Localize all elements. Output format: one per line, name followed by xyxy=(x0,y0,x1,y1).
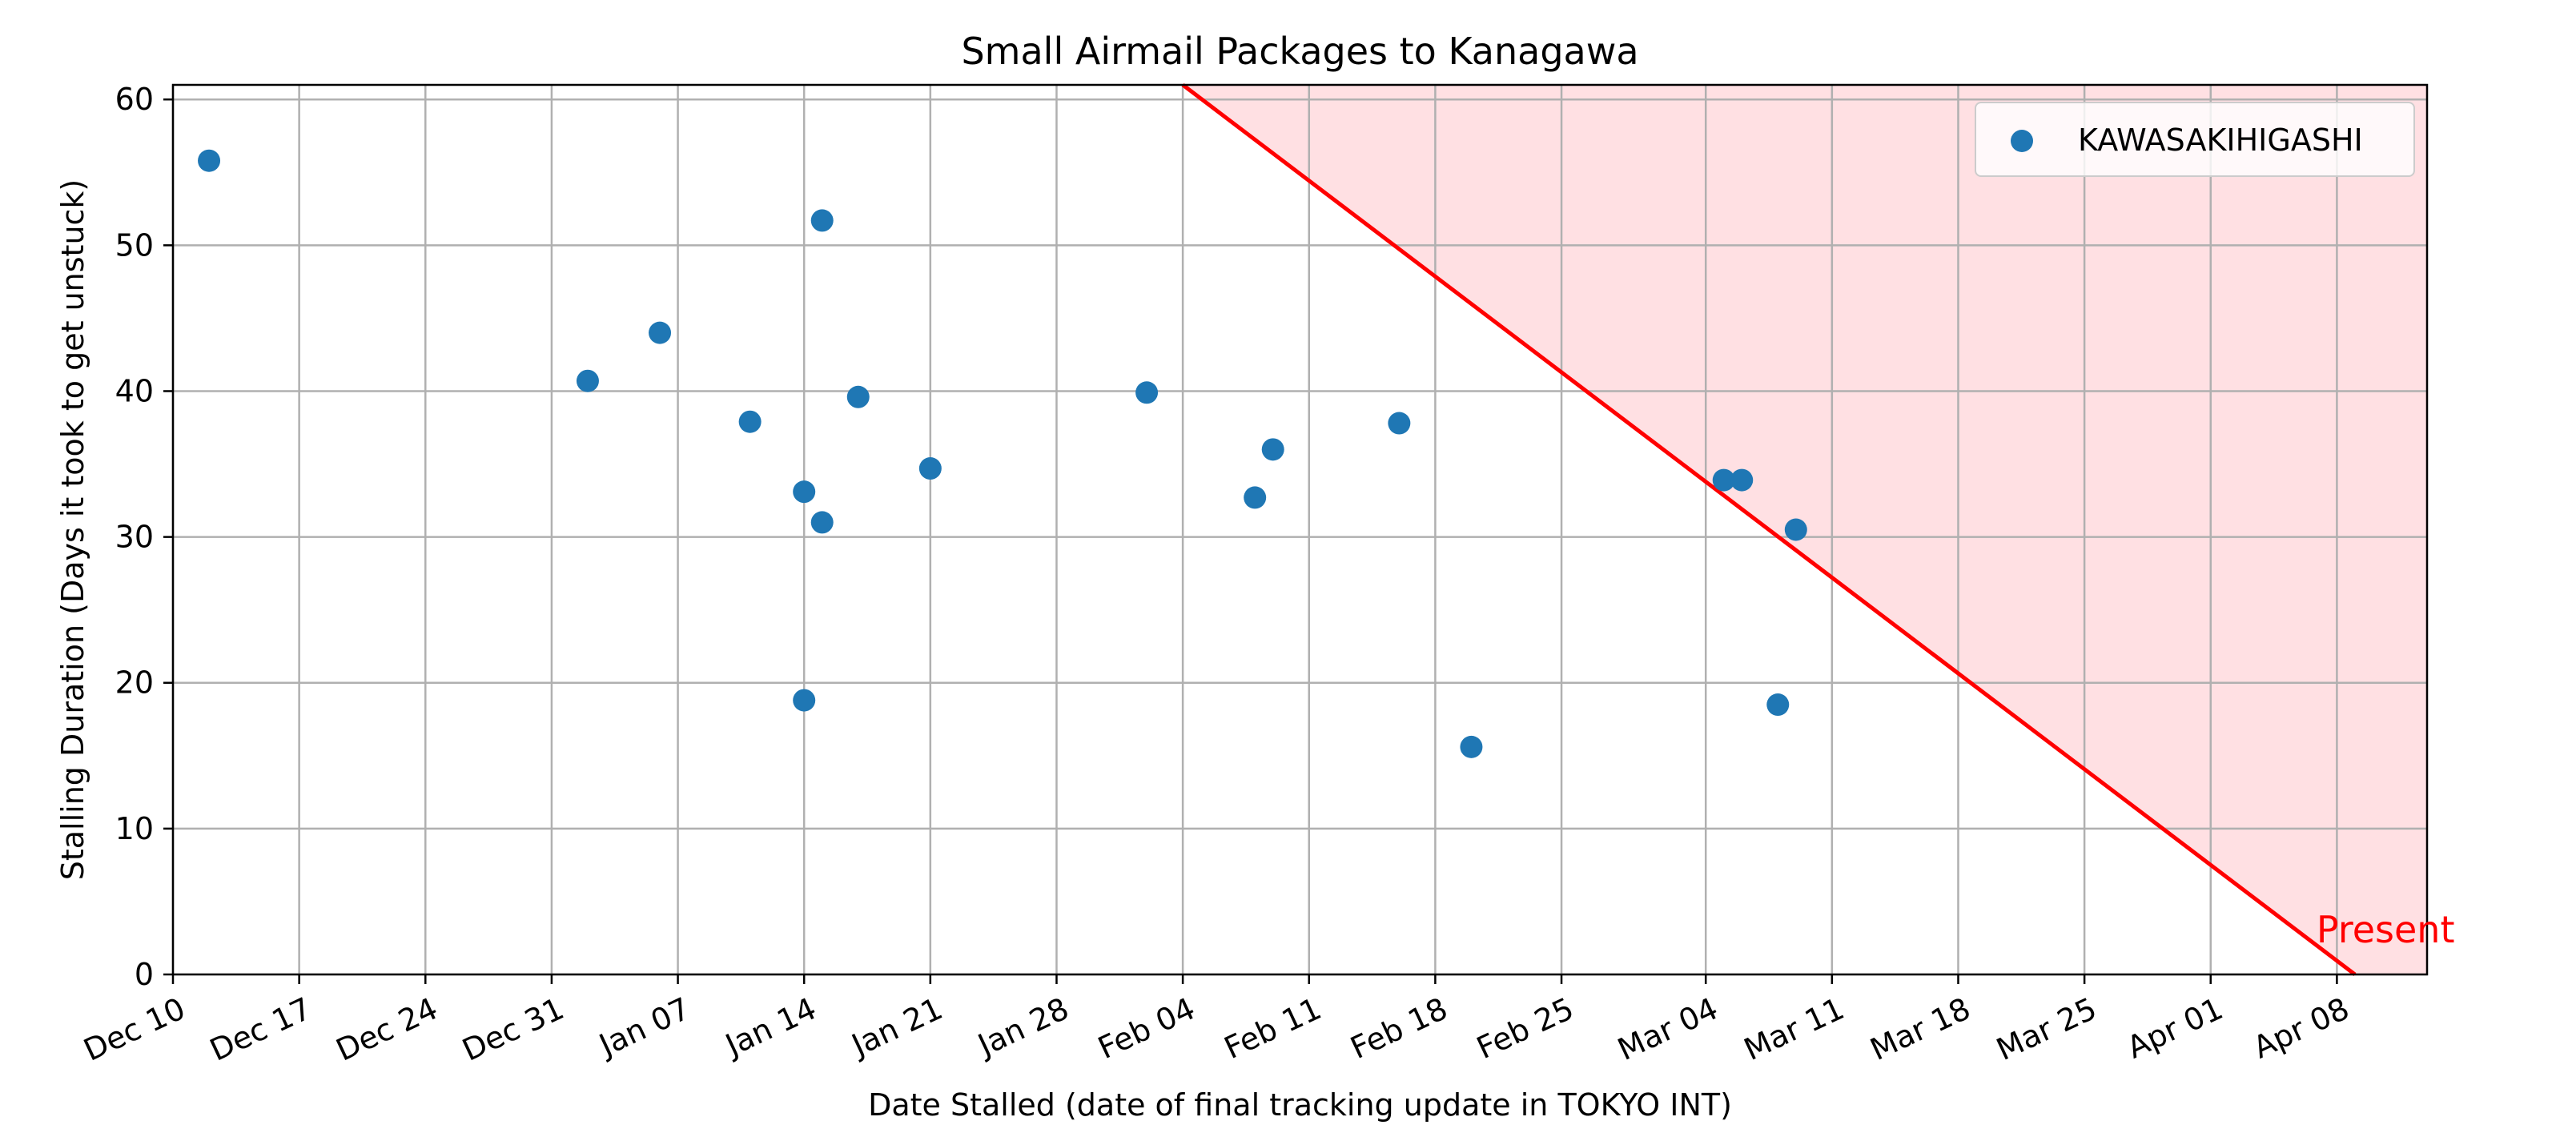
data-point xyxy=(576,369,599,392)
data-point xyxy=(846,385,870,408)
y-axis-ticks: 0 10 20 30 40 50 60 xyxy=(115,82,173,992)
y-axis-label: Stalling Duration (Days it took to get u… xyxy=(55,179,90,881)
data-point xyxy=(1135,381,1159,404)
data-point xyxy=(738,410,762,433)
data-point xyxy=(1388,412,1411,435)
chart-title: Small Airmail Packages to Kanagawa xyxy=(961,30,1638,73)
data-point xyxy=(918,457,942,480)
y-tick-label: 10 xyxy=(115,811,154,846)
data-point xyxy=(1784,518,1807,541)
data-point xyxy=(1460,735,1483,758)
data-point xyxy=(1244,486,1267,509)
data-point xyxy=(793,480,816,504)
legend: KAWASAKIHIGASHI xyxy=(1975,102,2415,177)
y-tick-label: 30 xyxy=(115,520,154,555)
y-tick-label: 60 xyxy=(115,82,154,117)
data-points xyxy=(198,149,1807,758)
data-point xyxy=(810,209,834,232)
data-point xyxy=(810,511,834,534)
y-tick-label: 20 xyxy=(115,665,154,701)
y-tick-label: 50 xyxy=(115,227,154,263)
data-point xyxy=(793,689,816,712)
x-axis-label: Date Stalled (date of final tracking upd… xyxy=(868,1087,1732,1123)
data-point xyxy=(1766,693,1790,717)
legend-box xyxy=(1975,102,2415,177)
legend-marker xyxy=(2011,130,2033,152)
plot-frame xyxy=(171,83,2429,976)
data-point xyxy=(198,149,221,172)
data-point xyxy=(1730,468,1754,492)
data-point xyxy=(1712,468,1735,492)
legend-label: KAWASAKIHIGASHI xyxy=(2078,123,2363,158)
y-tick-label: 0 xyxy=(135,957,154,992)
present-reference-line xyxy=(1181,83,2357,976)
data-point xyxy=(1261,438,1284,461)
present-label: Present xyxy=(2317,908,2455,951)
y-tick-label: 40 xyxy=(115,373,154,408)
data-point xyxy=(649,321,672,344)
